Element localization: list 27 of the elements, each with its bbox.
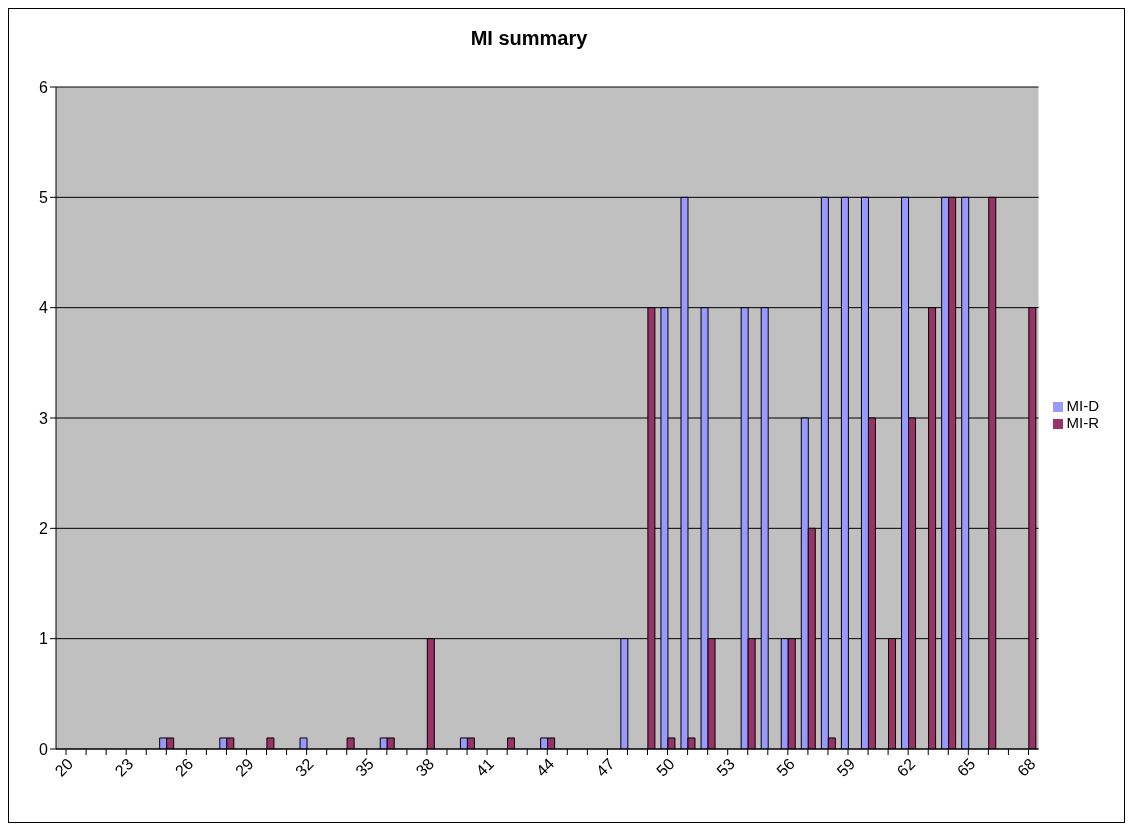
y-tick-label: 1 — [39, 630, 49, 648]
x-tick-label: 56 — [773, 755, 799, 780]
chart-title: MI summary — [469, 27, 589, 50]
x-tick-label: 20 — [51, 755, 77, 780]
x-tick-label: 29 — [232, 755, 257, 780]
y-tick-label: 0 — [39, 740, 49, 758]
x-tick-label: 62 — [893, 755, 919, 780]
legend-label: MI-D — [1066, 397, 1099, 414]
x-tick-label: 50 — [653, 755, 678, 780]
y-tick-label: 4 — [39, 299, 49, 317]
x-tick-label: 44 — [532, 755, 558, 780]
legend-label: MI-R — [1066, 414, 1099, 431]
x-tick-label: 23 — [111, 755, 137, 780]
y-tick-label: 6 — [39, 78, 49, 96]
x-tick-label: 38 — [412, 755, 438, 780]
y-tick-label: 2 — [39, 520, 49, 538]
x-tick-label: 41 — [472, 755, 498, 780]
x-tick-label: 68 — [1014, 755, 1039, 780]
x-tick-label: 47 — [592, 755, 618, 780]
x-tick-label: 35 — [352, 755, 378, 780]
x-tick-label: 32 — [292, 755, 317, 780]
x-tick-label: 59 — [833, 755, 859, 780]
y-tick-label: 5 — [39, 189, 49, 207]
x-tick-label: 65 — [953, 755, 979, 780]
x-tick-label: 53 — [713, 755, 738, 780]
y-tick-label: 3 — [39, 409, 49, 427]
x-tick-label: 26 — [171, 755, 197, 780]
